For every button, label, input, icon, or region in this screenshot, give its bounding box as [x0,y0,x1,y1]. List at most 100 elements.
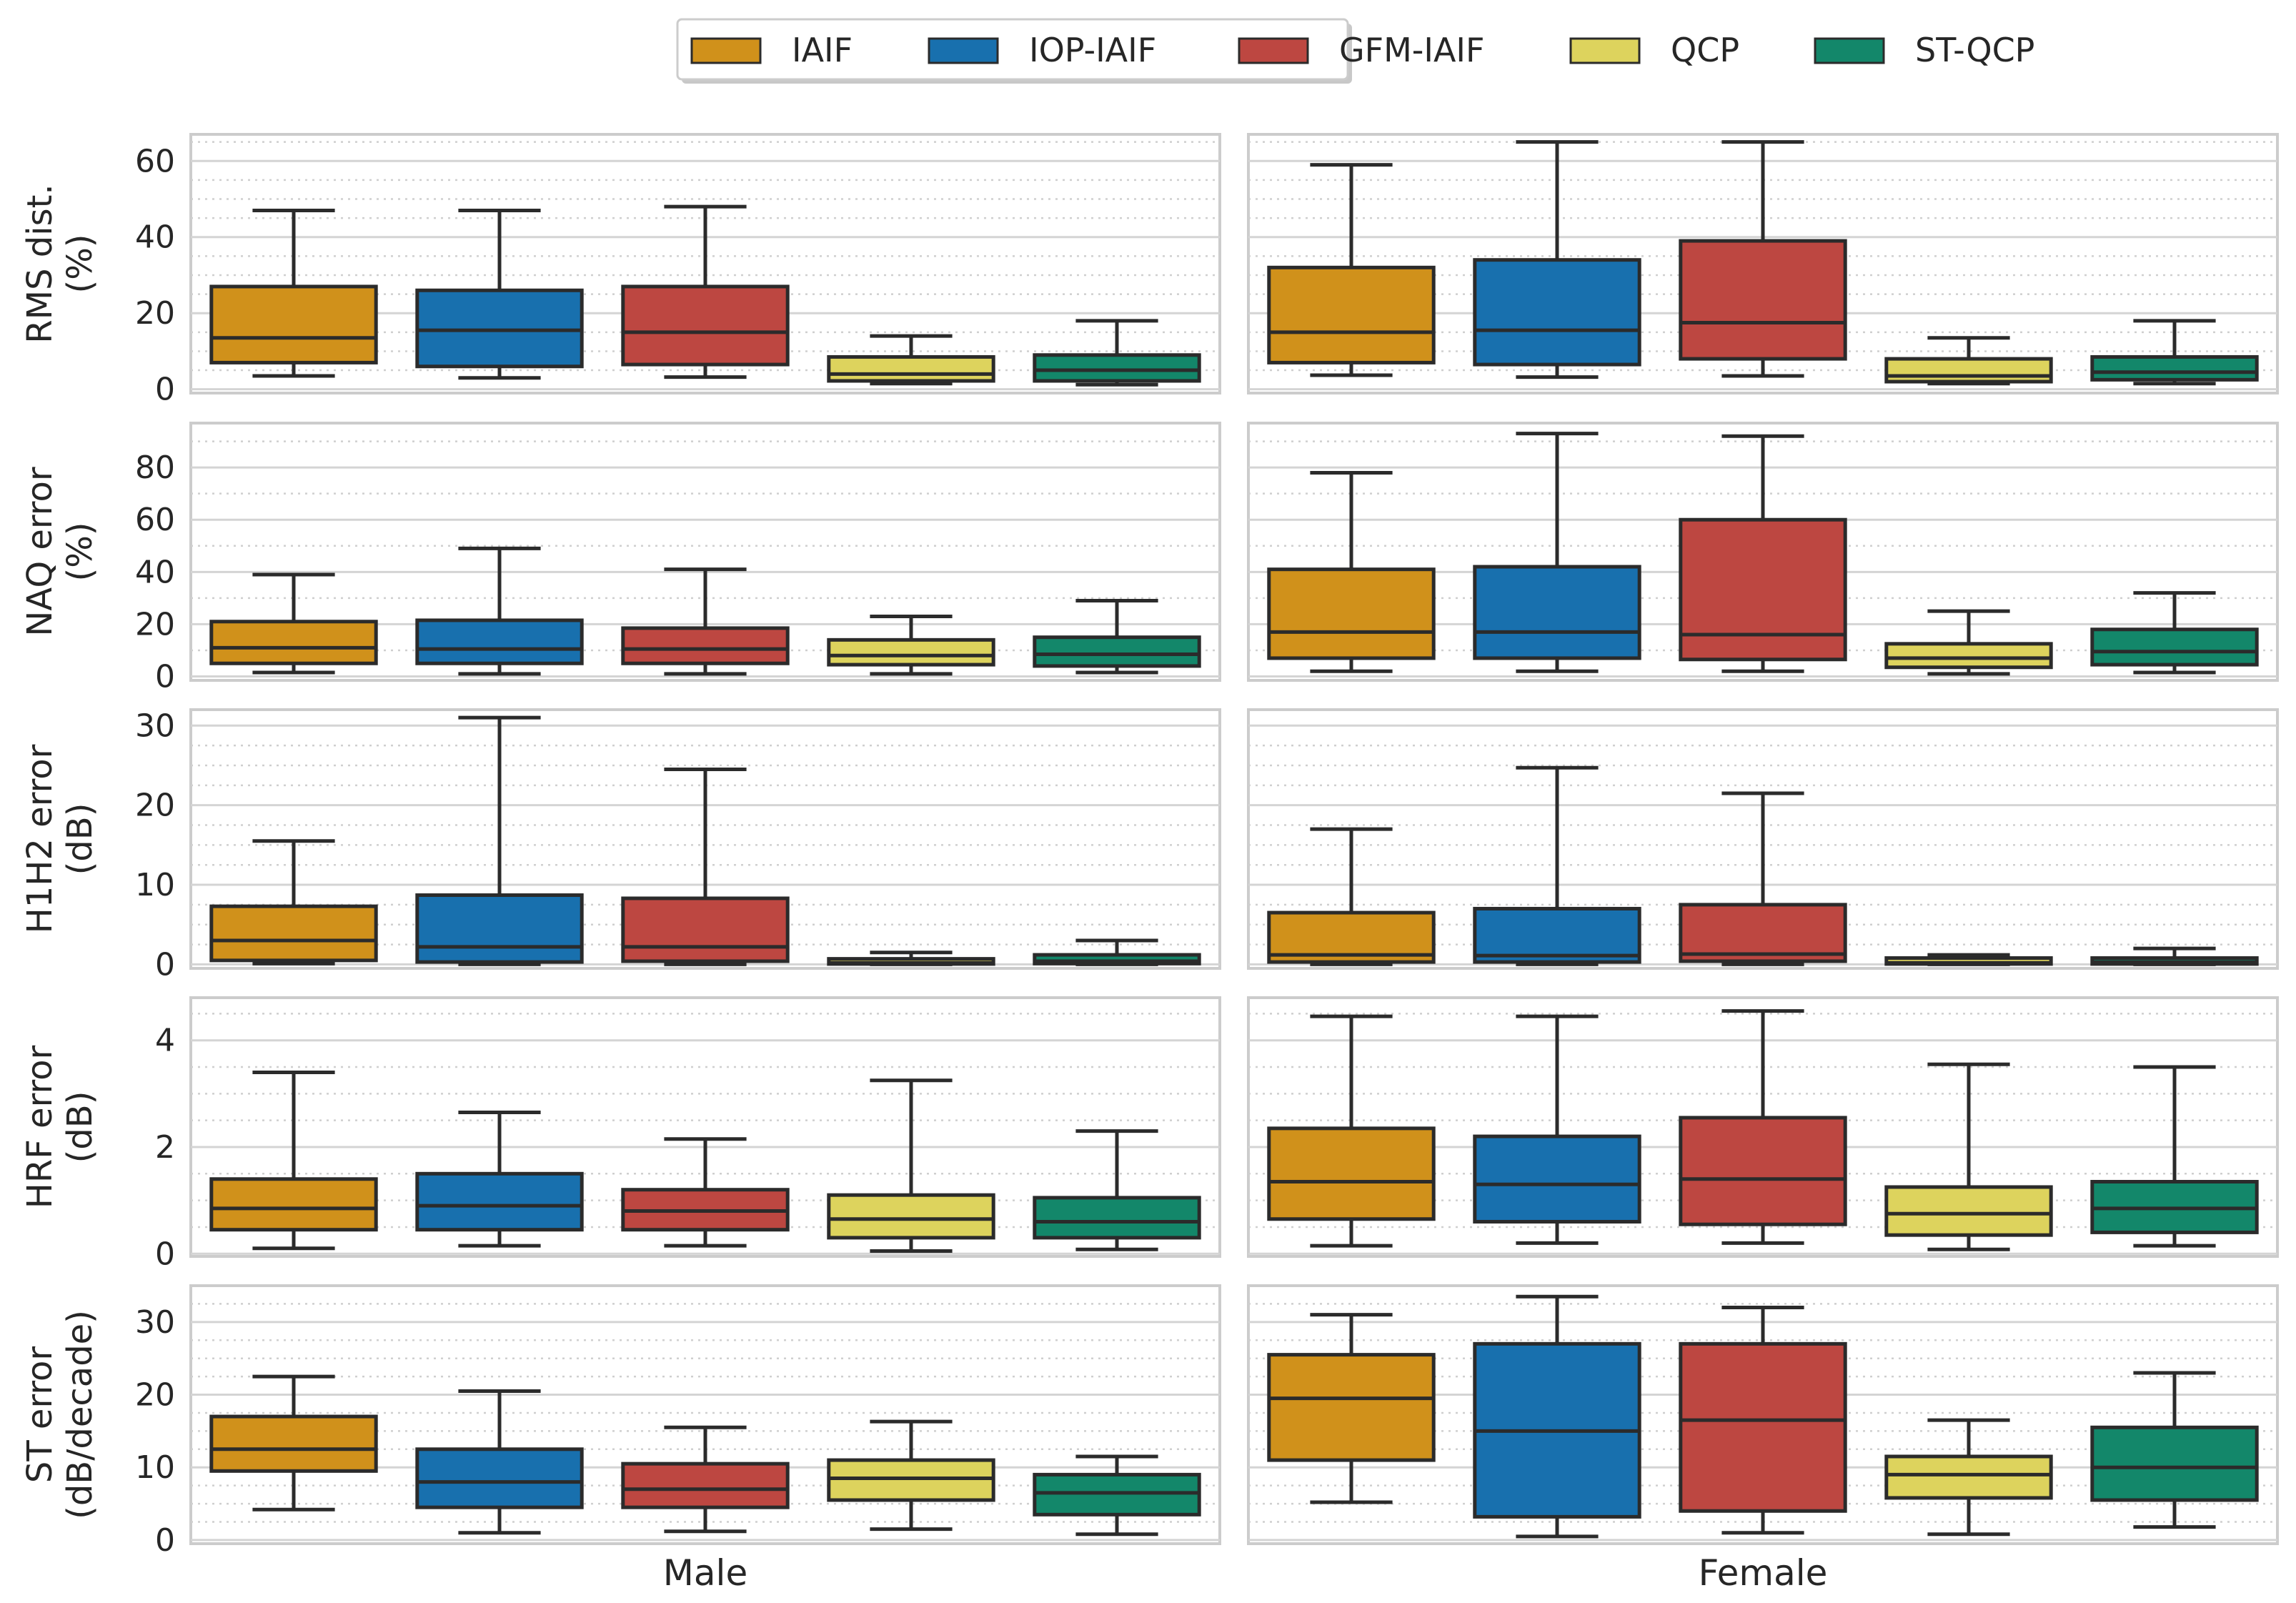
panel-male-row-5: 0 10 20 30 [135,1284,1221,1559]
iqr-box [1884,1185,2053,1237]
box-iaif [209,839,378,966]
iqr-box [827,1458,995,1502]
legend-frame [676,18,1349,81]
iqr-box [1267,567,1436,660]
y-tick-label: 20 [135,788,175,824]
row-label: H1H2 error (dB) [20,744,100,933]
box-gfm-iaif [621,768,790,966]
iqr-box [415,1447,584,1509]
column-label-female: Female [1699,1552,1828,1594]
box-qcp [827,614,995,676]
y-tick-label: 10 [135,867,175,903]
iqr-box [1033,1472,1201,1517]
y-tick-label: 4 [155,1023,175,1059]
panel-female-row-1 [1247,133,2279,394]
iqr-box [209,904,378,963]
box-qcp [1884,336,2053,386]
iqr-box [827,1193,995,1240]
legend-entry-st-qcp: ST-QCP [1814,31,2034,69]
y-tick-label: 0 [155,1236,175,1272]
iqr-box [209,284,378,364]
box-iaif [1267,1014,1436,1248]
legend-swatch [1569,37,1641,64]
box-st-qcp [2090,946,2259,966]
legend-swatch [690,37,762,64]
box-gfm-iaif [621,1137,790,1248]
box-st-qcp [1033,599,1201,675]
box-iop-iaif [415,208,584,380]
panel-male-row-4: 0 2 4 [155,996,1221,1272]
iqr-box [415,288,584,369]
iqr-box [2090,354,2259,382]
legend-entry-gfm-iaif: GFM-IAIF [1238,31,1484,69]
box-iop-iaif [1473,1294,1641,1539]
iqr-box [621,1461,790,1509]
box-iop-iaif [415,715,584,966]
iqr-box [415,618,584,665]
iqr-box [621,626,790,665]
box-iop-iaif [415,1389,584,1535]
iqr-box [1267,265,1436,364]
box-qcp [827,1419,995,1532]
box-iaif [209,208,378,378]
iqr-box [209,1177,378,1232]
row-label: HRF error (dB) [20,1045,100,1209]
box-iop-iaif [1473,1014,1641,1245]
box-iop-iaif [415,546,584,676]
row-label-line: (%) [60,234,100,293]
panel-female-row-4 [1247,996,2279,1258]
box-iop-iaif [1473,140,1641,379]
row-label-line: (dB) [60,803,100,875]
iqr-box [1884,357,2053,384]
y-tick-label: 20 [135,1377,175,1414]
box-qcp [1884,1418,2053,1537]
legend-entry-iaif: IAIF [690,31,853,69]
y-tick-label: 40 [135,554,175,590]
box-iop-iaif [415,1110,584,1248]
iqr-box [1033,353,1201,383]
iqr-box [1033,1196,1201,1240]
iqr-box [1679,517,1847,662]
legend-entry-iop-iaif: IOP-IAIF [928,31,1156,69]
iqr-box [209,620,378,665]
iqr-box [2090,1425,2259,1502]
box-gfm-iaif [1679,1009,1847,1245]
box-iaif [1267,163,1436,377]
y-tick-label: 0 [155,659,175,695]
legend-label: GFM-IAIF [1339,31,1484,69]
box-st-qcp [2090,1371,2259,1529]
legend-label: IOP-IAIF [1029,31,1156,69]
box-iaif [1267,827,1436,966]
iqr-box [621,284,790,367]
row-label: NAQ error (%) [20,467,100,636]
box-iaif [209,1070,378,1251]
row-label-line: (dB/decade) [60,1310,100,1519]
iqr-box [1267,1126,1436,1221]
y-tick-label: 40 [135,219,175,256]
row-label-line: RMS dist. [20,184,60,343]
box-st-qcp [1033,1454,1201,1537]
iqr-box [1473,565,1641,660]
box-iaif [1267,470,1436,673]
box-iop-iaif [1473,432,1641,673]
iqr-box [1473,906,1641,964]
y-tick-label: 0 [155,1522,175,1559]
iqr-box [1884,642,2053,670]
legend-entry-qcp: QCP [1569,31,1739,69]
iqr-box [1884,1454,2053,1500]
box-gfm-iaif [621,567,790,676]
box-iaif [209,1374,378,1512]
y-tick-label: 0 [155,372,175,408]
iqr-box [2090,627,2259,667]
box-qcp [1884,953,2053,966]
y-tick-label: 2 [155,1129,175,1166]
legend: IAIF IOP-IAIF GFM-IAIF QCP ST-QCP [676,18,2034,84]
iqr-box [1679,1341,1847,1513]
legend-label: QCP [1671,31,1739,69]
box-qcp [827,1078,995,1254]
box-st-qcp [2090,591,2259,675]
box-iaif [1267,1313,1436,1504]
iqr-box [1679,239,1847,361]
iqr-box [1679,903,1847,963]
y-tick-label: 60 [135,502,175,538]
